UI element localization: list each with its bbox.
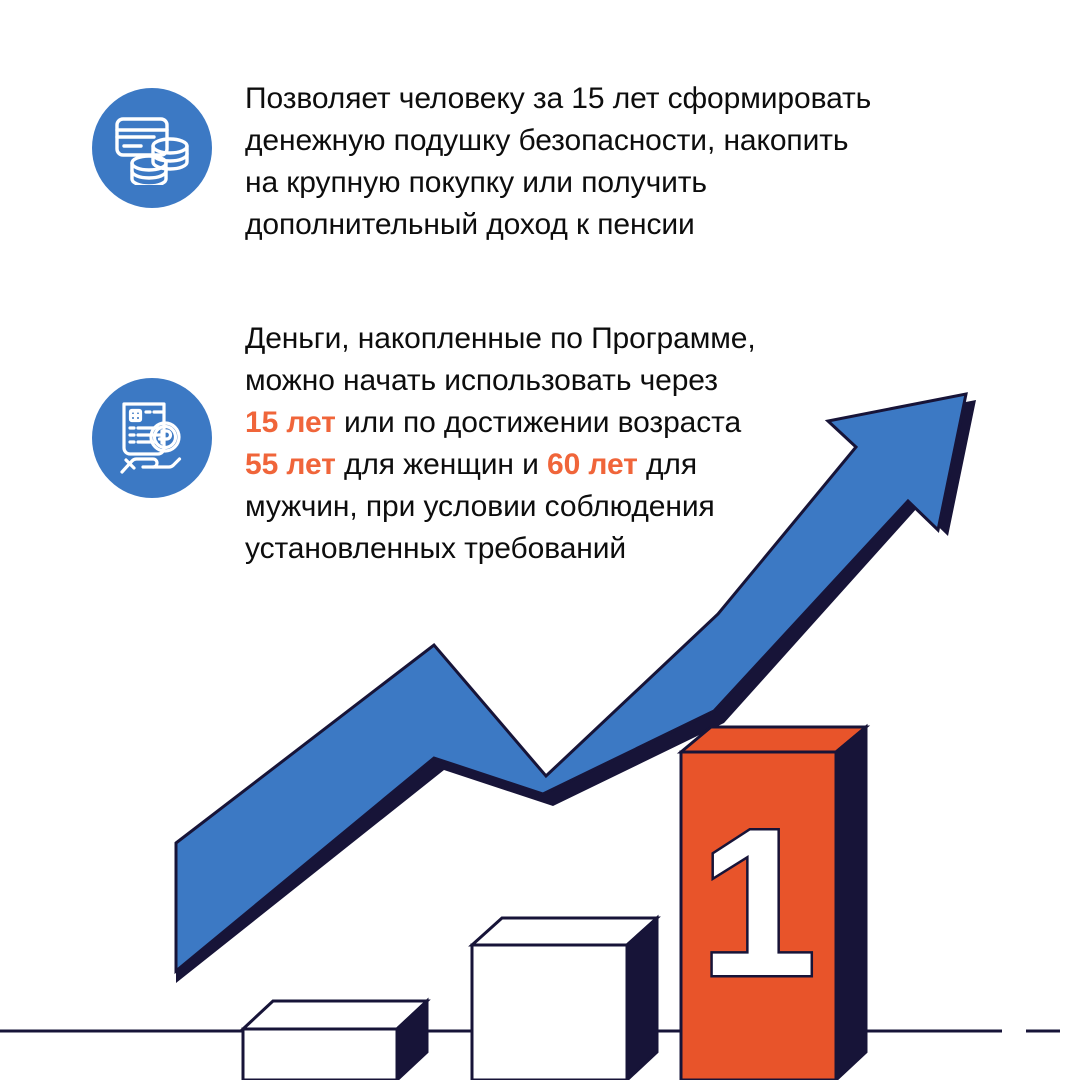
feature-line: денежную подушку безопасности, накопить [245, 124, 849, 157]
bar-1 [239, 997, 431, 1080]
feature-line: или по достижении возраста [335, 406, 742, 439]
feature-text-payout-terms: Деньги, накопленные по Программе, можно н… [245, 318, 756, 570]
credit-card-coins-icon [92, 88, 212, 208]
document-ruble-hand-icon [92, 378, 212, 498]
feature-highlight: 60 лет [547, 448, 638, 481]
feature-line: для [637, 448, 697, 481]
feature-highlight: 55 лет [245, 448, 336, 481]
feature-line: мужчин, при условии соблюдения [245, 490, 715, 523]
bar-2 [468, 914, 661, 1080]
feature-line: дополнительный доход к пенсии [245, 208, 695, 241]
feature-line: на крупную покупку или получить [245, 166, 707, 199]
feature-line: для женщин и [335, 448, 548, 481]
feature-highlight: 15 лет [245, 406, 336, 439]
feature-line: Деньги, накопленные по Программе, [245, 322, 756, 355]
feature-item-savings: Позволяет человеку за 15 лет сформироват… [92, 78, 871, 246]
feature-line: можно начать использовать через [245, 364, 718, 397]
feature-line: установленных требований [245, 532, 627, 565]
feature-item-payout-terms: Деньги, накопленные по Программе, можно н… [92, 318, 756, 570]
feature-text-savings: Позволяет человеку за 15 лет сформироват… [245, 78, 871, 246]
bar-3: 1 [676, 723, 871, 1080]
bar-rank-label: 1 [700, 785, 817, 1020]
feature-line: Позволяет человеку за 15 лет сформироват… [245, 82, 872, 115]
